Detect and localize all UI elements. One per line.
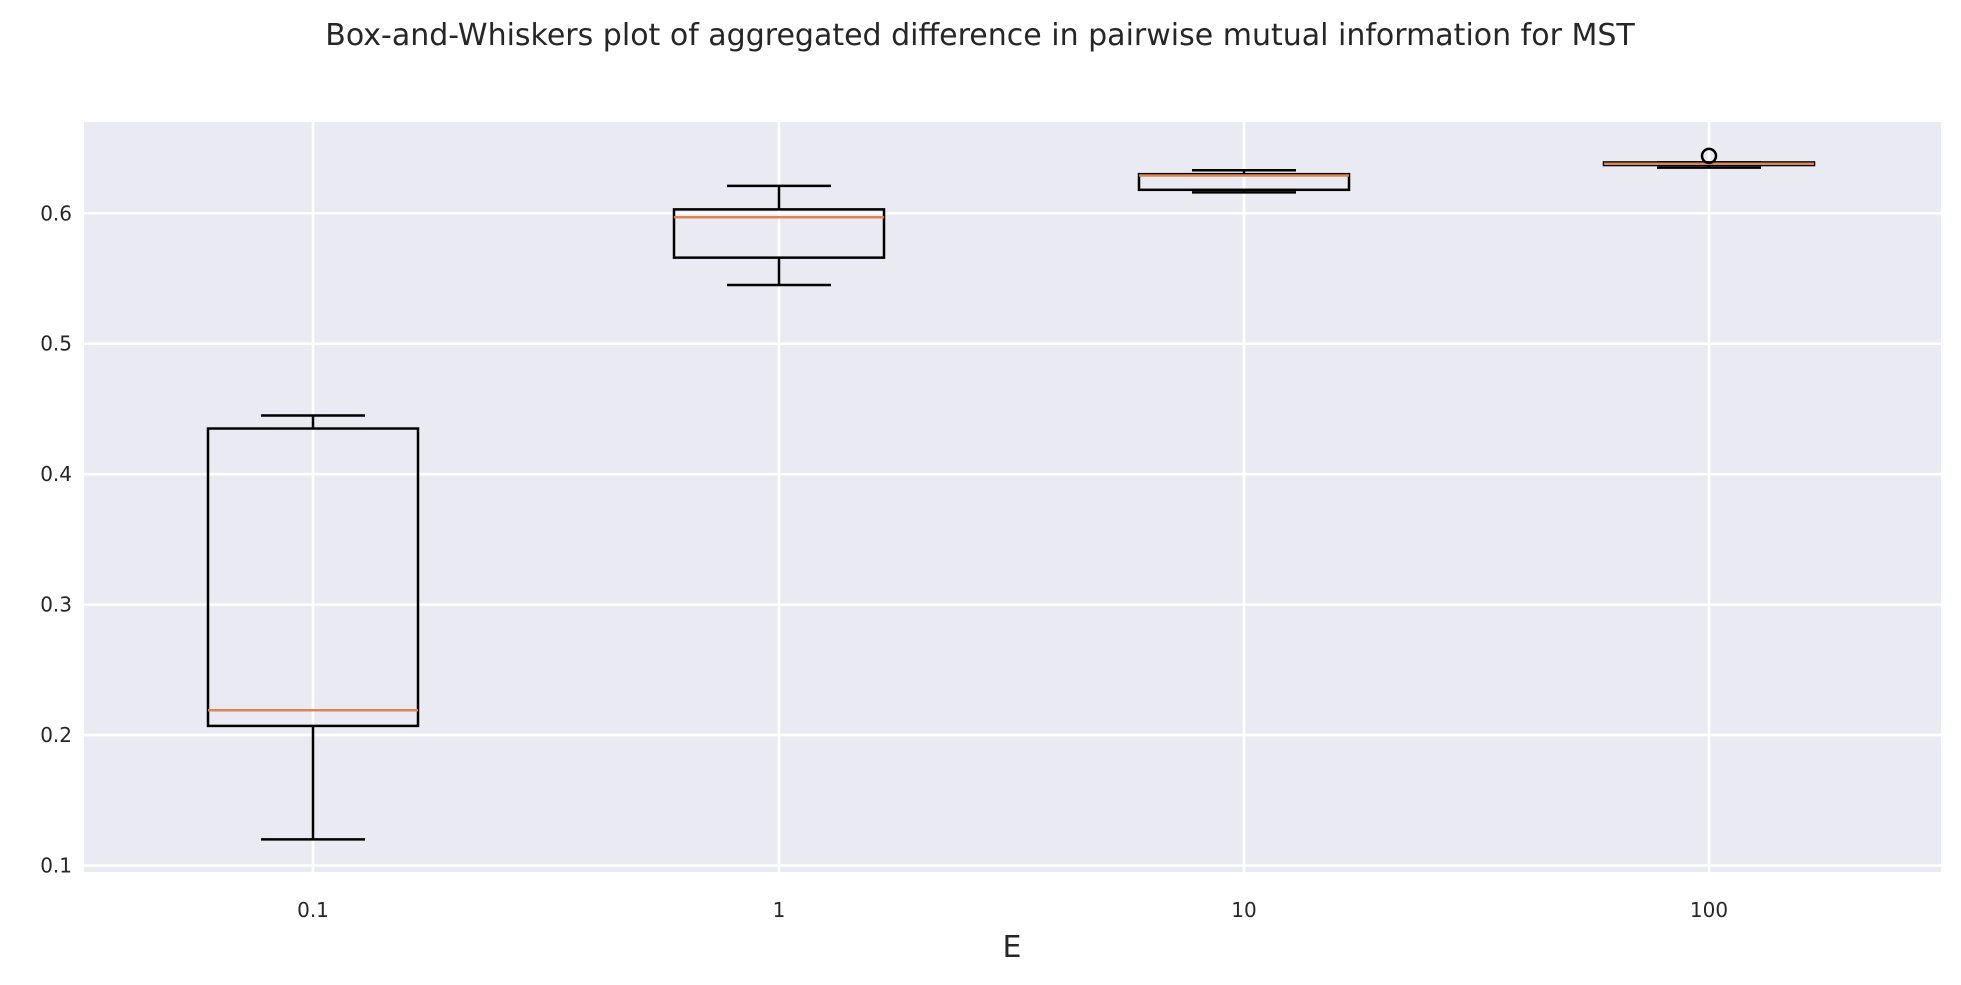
y-tick-label: 0.4 — [40, 462, 72, 486]
box-group — [672, 184, 886, 287]
y-tick-label: 0.2 — [40, 723, 72, 747]
x-tick-label: 1 — [773, 898, 786, 922]
gridlines — [84, 122, 1941, 872]
box-group — [1137, 169, 1351, 194]
chart-title: Box-and-Whiskers plot of aggregated diff… — [325, 18, 1635, 53]
outlier-point — [1700, 147, 1718, 165]
box-iqr — [672, 208, 886, 259]
plot-area — [84, 122, 1941, 872]
box-group — [206, 414, 420, 841]
y-tick-label: 0.1 — [40, 853, 72, 877]
x-tick-label: 0.1 — [297, 898, 329, 922]
box-iqr — [206, 427, 420, 728]
box-group — [1602, 147, 1816, 169]
x-tick-label: 10 — [1231, 898, 1256, 922]
y-axis-ticks: 0.1 0.2 0.3 0.4 0.5 0.6 — [40, 201, 72, 877]
boxes — [206, 147, 1816, 841]
y-tick-label: 0.5 — [40, 332, 72, 356]
y-tick-label: 0.3 — [40, 593, 72, 617]
y-tick-label: 0.6 — [40, 201, 72, 225]
x-axis-label: E — [1003, 930, 1022, 965]
x-tick-label: 100 — [1690, 898, 1728, 922]
box-iqr — [1137, 172, 1351, 192]
x-axis-ticks: 0.1 1 10 100 — [297, 898, 1728, 922]
